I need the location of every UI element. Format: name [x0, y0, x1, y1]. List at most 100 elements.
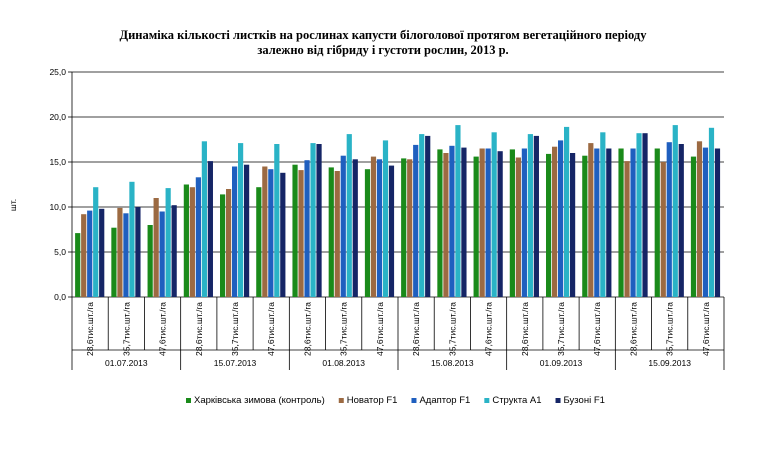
- bar: [268, 169, 274, 297]
- bar: [153, 198, 159, 297]
- bar: [449, 145, 455, 297]
- bar: [552, 146, 558, 297]
- bar: [123, 213, 129, 297]
- bar: [334, 171, 340, 297]
- group-labels: 01.07.2013 15.07.2013 01.08.2013 15.08.2013…: [105, 358, 691, 368]
- bar: [165, 188, 171, 297]
- bar: [497, 151, 503, 297]
- bar: [702, 147, 709, 297]
- legend-item: Харківська зимова (контроль): [186, 395, 325, 406]
- bar: [111, 227, 117, 297]
- group-label: 15.08.2013: [431, 358, 474, 368]
- category-labels: 28,6тис.шт./га 35,7тис.шт./га 47,6тис.шт./…: [85, 302, 711, 356]
- bar: [564, 126, 570, 298]
- bar: [672, 125, 678, 297]
- category-label: 35,7тис.шт./га: [339, 302, 349, 356]
- bar: [244, 164, 250, 297]
- bar: [407, 159, 413, 297]
- chart-title: Динаміка кількості листків на рослинах к…: [0, 28, 766, 58]
- chart-title-line1: Динаміка кількості листків на рослинах к…: [119, 28, 647, 42]
- category-label: 35,7тис.шт./га: [556, 302, 566, 356]
- bar: [654, 148, 660, 297]
- bar: [425, 135, 431, 297]
- bar: [340, 155, 346, 297]
- bar: [346, 134, 352, 297]
- bar: [594, 148, 600, 297]
- legend-swatch: [338, 398, 344, 403]
- group-label: 15.09.2013: [648, 358, 691, 368]
- bar: [618, 148, 624, 297]
- category-label: 47,6тис.шт./га: [701, 302, 711, 356]
- group-label: 01.09.2013: [540, 358, 583, 368]
- bar: [388, 165, 395, 297]
- y-tick-label: 25,0: [49, 67, 66, 77]
- legend-swatch: [555, 398, 561, 403]
- bar: [129, 181, 135, 297]
- bar: [533, 135, 539, 297]
- bar: [220, 194, 226, 297]
- bar: [171, 205, 177, 297]
- y-tick-label: 5,0: [54, 247, 66, 257]
- chart-title-line2: залежно від гібриду і густоти рослин, 20…: [257, 43, 509, 57]
- bar: [195, 177, 201, 297]
- axes: [68, 71, 725, 370]
- category-label: 28,6тис.шт./га: [194, 302, 204, 356]
- legend-item: Структа А1: [484, 395, 542, 406]
- category-label: 47,6тис.шт./га: [158, 302, 168, 356]
- bar: [401, 158, 407, 297]
- bar: [304, 160, 310, 297]
- bar: [558, 140, 564, 297]
- bar: [99, 208, 105, 297]
- legend-label: Структа А1: [492, 395, 541, 406]
- y-tick-labels: 0,0 5,0 10,0 15,0 20,0 25,0: [49, 67, 66, 302]
- bar: [298, 170, 304, 297]
- bar: [546, 153, 552, 297]
- legend-label: Новатор F1: [347, 395, 398, 406]
- bar: [280, 172, 286, 297]
- bar: [443, 153, 449, 297]
- bar: [714, 148, 721, 297]
- bar: [509, 149, 515, 297]
- bar: [600, 132, 606, 297]
- bar: [413, 144, 419, 297]
- bar: [690, 156, 697, 297]
- bar: [642, 133, 648, 297]
- y-tick-label: 15,0: [49, 157, 66, 167]
- bar: [352, 159, 358, 297]
- bar: [491, 132, 497, 297]
- category-label: 47,6тис.шт./га: [266, 302, 276, 356]
- category-label: 35,7тис.шт./га: [230, 302, 240, 356]
- bar: [666, 142, 672, 297]
- bar: [521, 148, 527, 297]
- bar: [678, 144, 684, 297]
- legend-label: Адаптор F1: [419, 395, 470, 406]
- bar: [201, 141, 207, 297]
- category-label: 28,6тис.шт./га: [85, 302, 95, 356]
- bar: [262, 166, 268, 297]
- bar: [588, 143, 594, 297]
- bar: [515, 157, 521, 297]
- bar: [292, 164, 298, 297]
- legend-label: Харківська зимова (контроль): [194, 395, 325, 406]
- bar: [183, 184, 189, 297]
- y-axis-label: шт.: [8, 199, 18, 211]
- bar: [238, 143, 244, 297]
- legend-item: Адаптор F1: [411, 395, 470, 406]
- legend-item: Новатор F1: [338, 395, 398, 406]
- bar: [461, 147, 467, 297]
- bar: [696, 141, 703, 297]
- y-tick-label: 20,0: [49, 112, 66, 122]
- bar: [660, 162, 666, 297]
- category-label: 28,6тис.шт./га: [520, 302, 530, 356]
- bar: [708, 127, 715, 297]
- bar: [274, 144, 280, 297]
- category-label: 28,6тис.шт./га: [411, 302, 421, 356]
- bar: [189, 187, 195, 297]
- legend-swatch: [484, 398, 490, 403]
- bar: [630, 148, 636, 297]
- y-tick-label: 0,0: [54, 292, 66, 302]
- category-label: 35,7тис.шт./га: [121, 302, 131, 356]
- bar: [437, 149, 443, 297]
- bar: [87, 210, 93, 297]
